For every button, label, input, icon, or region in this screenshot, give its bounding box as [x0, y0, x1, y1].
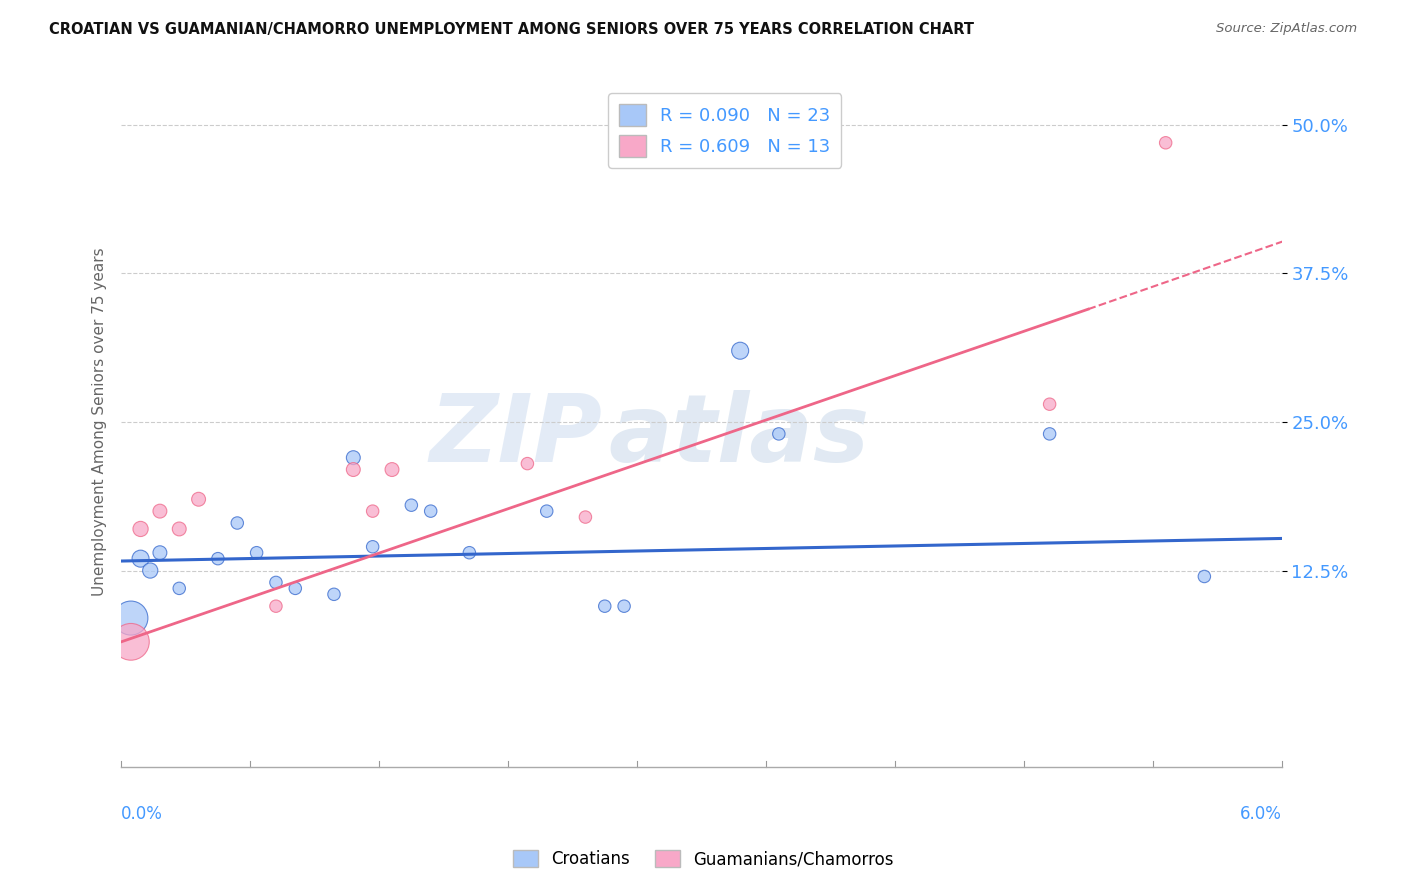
- Point: [167, 522, 190, 536]
- Text: atlas: atlas: [609, 390, 870, 482]
- Point: [342, 450, 364, 465]
- Point: [187, 492, 209, 507]
- Point: [1194, 569, 1216, 583]
- Legend: Croatians, Guamanians/Chamorros: Croatians, Guamanians/Chamorros: [506, 843, 900, 875]
- Point: [129, 551, 152, 566]
- Point: [401, 498, 423, 512]
- Point: [284, 582, 307, 596]
- Point: [342, 462, 364, 476]
- Point: [149, 546, 172, 560]
- Point: [381, 462, 404, 476]
- Point: [419, 504, 441, 518]
- Point: [361, 540, 384, 554]
- Point: [207, 551, 229, 566]
- Point: [120, 611, 142, 625]
- Point: [139, 564, 162, 578]
- Point: [226, 516, 249, 530]
- Point: [516, 457, 538, 471]
- Y-axis label: Unemployment Among Seniors over 75 years: Unemployment Among Seniors over 75 years: [93, 248, 107, 597]
- Point: [361, 504, 384, 518]
- Point: [246, 546, 269, 560]
- Point: [728, 343, 751, 358]
- Point: [458, 546, 481, 560]
- Point: [129, 522, 152, 536]
- Point: [264, 575, 287, 590]
- Text: Source: ZipAtlas.com: Source: ZipAtlas.com: [1216, 22, 1357, 36]
- Point: [1154, 136, 1177, 150]
- Point: [167, 582, 190, 596]
- Point: [536, 504, 558, 518]
- Point: [574, 510, 596, 524]
- Text: ZIP: ZIP: [430, 390, 603, 482]
- Text: 6.0%: 6.0%: [1240, 805, 1282, 823]
- Point: [768, 426, 790, 441]
- Point: [120, 635, 142, 649]
- Text: 0.0%: 0.0%: [121, 805, 163, 823]
- Point: [613, 599, 636, 614]
- Point: [323, 587, 346, 601]
- Point: [149, 504, 172, 518]
- Point: [264, 599, 287, 614]
- Text: CROATIAN VS GUAMANIAN/CHAMORRO UNEMPLOYMENT AMONG SENIORS OVER 75 YEARS CORRELAT: CROATIAN VS GUAMANIAN/CHAMORRO UNEMPLOYM…: [49, 22, 974, 37]
- Point: [593, 599, 616, 614]
- Point: [1039, 426, 1062, 441]
- Legend: R = 0.090   N = 23, R = 0.609   N = 13: R = 0.090 N = 23, R = 0.609 N = 13: [607, 94, 841, 168]
- Point: [1039, 397, 1062, 411]
